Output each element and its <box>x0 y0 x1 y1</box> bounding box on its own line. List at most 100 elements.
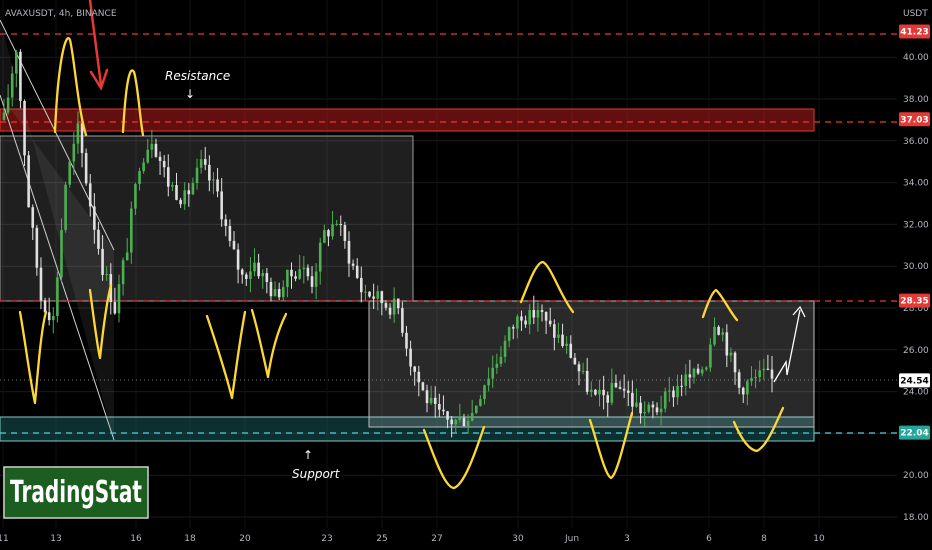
candle-body <box>360 277 363 293</box>
candlesticks <box>2 49 774 438</box>
candle-body <box>166 167 170 187</box>
candle-body <box>651 404 655 408</box>
candle-body <box>125 252 129 261</box>
candle-body <box>561 334 564 346</box>
resistance-label: Resistance <box>165 69 230 83</box>
candle-body <box>88 183 92 207</box>
candle-body <box>335 223 338 225</box>
candle-body <box>487 378 490 386</box>
candle-body <box>380 291 384 304</box>
candle-body <box>614 382 618 388</box>
forecast-arrow <box>773 305 806 383</box>
candle-body <box>672 390 675 398</box>
candle-body <box>323 230 326 243</box>
candle-body <box>503 340 507 357</box>
candle-body <box>277 288 281 298</box>
candle-body <box>536 310 540 318</box>
candle-body <box>228 225 232 241</box>
candle-body <box>466 420 470 427</box>
candle-body <box>495 363 499 368</box>
candle-body <box>372 296 375 299</box>
resistance-down-arrow: ↓ <box>185 87 195 101</box>
candle-body <box>643 411 646 414</box>
candle-body <box>339 223 343 226</box>
candle-body <box>253 262 256 272</box>
x-tick-label: 10 <box>813 534 825 544</box>
candle-body <box>68 161 72 185</box>
x-tick-label: Jun <box>564 534 579 544</box>
candle-body <box>220 191 223 220</box>
candle-body <box>15 51 18 74</box>
tradingstat-logo: TradingStat <box>3 466 149 519</box>
candle-body <box>347 240 351 264</box>
y-tick-label: 20.00 <box>903 471 929 481</box>
candle-body <box>396 298 400 309</box>
candle-body <box>429 397 433 404</box>
candle-body <box>150 143 154 150</box>
candle-body <box>626 390 630 393</box>
candle-body <box>249 271 252 279</box>
y-tick-label: 34.00 <box>903 179 929 189</box>
candle-body <box>146 149 150 163</box>
swing-curve-top-1 <box>53 37 88 137</box>
candle-body <box>27 155 30 208</box>
candle-body <box>425 390 429 404</box>
candle-body <box>696 368 700 374</box>
candle-body <box>557 334 560 338</box>
candle-body <box>729 352 733 356</box>
candle-body <box>409 348 412 367</box>
candle-body <box>594 389 597 395</box>
candle-body <box>35 227 39 268</box>
candle-body <box>183 190 187 205</box>
x-tick-label: 18 <box>184 534 196 544</box>
swing-curve-bottom-2 <box>88 283 113 360</box>
candle-body <box>298 269 302 279</box>
candle-body <box>647 404 651 412</box>
candle-body <box>717 326 720 335</box>
candle-body <box>421 382 425 391</box>
candle-body <box>31 207 35 228</box>
candle-body <box>158 156 162 161</box>
candle-body <box>684 374 688 386</box>
candle-body <box>631 392 634 407</box>
candle-body <box>676 385 679 398</box>
candle-body <box>294 276 297 279</box>
candle-body <box>741 387 745 395</box>
candle-body <box>212 179 215 181</box>
downtrend-channel <box>0 20 114 440</box>
candle-body <box>273 288 277 297</box>
y-tick-label: 38.00 <box>903 95 929 105</box>
swing-curve-bottom-7 <box>732 406 785 453</box>
candle-body <box>286 269 289 288</box>
swing-curve-top-2 <box>121 69 145 137</box>
channel-lower-line <box>0 94 115 441</box>
candle-body <box>762 368 766 371</box>
candle-body <box>737 372 741 388</box>
candle-body <box>117 284 121 314</box>
candle-body <box>655 407 659 413</box>
candle-body <box>479 399 482 406</box>
candle-body <box>261 273 265 277</box>
candle-body <box>245 274 248 279</box>
candle-body <box>121 260 125 285</box>
candle-body <box>80 123 84 154</box>
price-badge-label: 37.03 <box>900 115 928 125</box>
candle-body <box>2 112 6 120</box>
candle-body <box>540 310 544 312</box>
candle-body <box>770 369 774 379</box>
candle-body <box>413 366 416 372</box>
support-zone <box>0 416 815 442</box>
candle-body <box>569 343 573 358</box>
candle-body <box>331 224 334 237</box>
candle-body <box>663 391 667 409</box>
candle-body <box>528 309 531 325</box>
candle-body <box>56 277 59 316</box>
candle-body <box>704 367 708 370</box>
candle-body <box>499 356 503 364</box>
candle-body <box>318 242 322 272</box>
candle-body <box>721 332 725 335</box>
candle-body <box>577 364 581 372</box>
candle-body <box>6 97 10 113</box>
candle-body <box>10 73 14 98</box>
